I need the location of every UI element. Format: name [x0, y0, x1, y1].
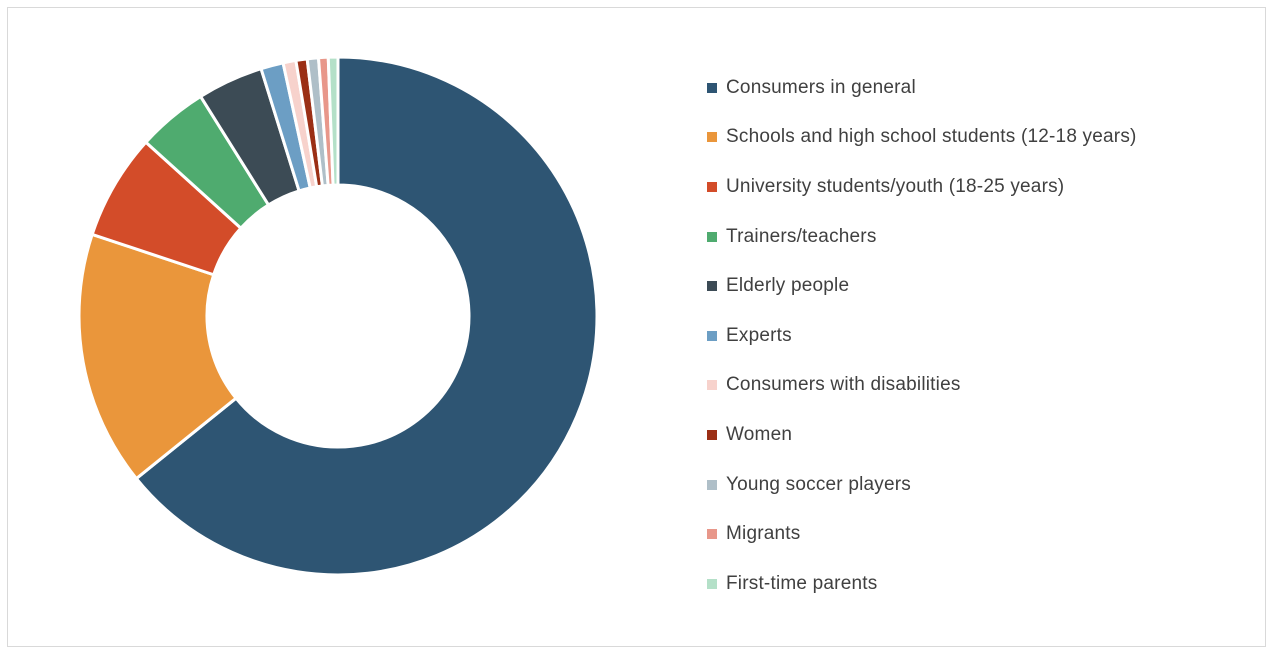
legend-label: Women [726, 423, 793, 445]
legend-swatch [707, 479, 717, 490]
legend-swatch [707, 181, 717, 192]
legend-item: Experts [707, 311, 1137, 361]
legend-swatch [707, 231, 717, 242]
legend-swatch [707, 330, 717, 341]
legend-item: University students/youth (18-25 years) [707, 162, 1137, 212]
legend-item: Women [707, 410, 1137, 460]
legend-item: Migrants [707, 509, 1137, 559]
legend-label: University students/youth (18-25 years) [726, 175, 1065, 197]
legend-swatch [707, 429, 717, 440]
legend-item: Schools and high school students (12-18 … [707, 113, 1137, 163]
legend-swatch [707, 578, 717, 589]
slice-schools-and-high-school-students-12-18-years [77, 232, 239, 481]
slice-first-time-parents [326, 55, 340, 187]
legend-label: Migrants [726, 523, 801, 545]
legend-swatch [707, 380, 717, 391]
legend-label: Consumers in general [726, 76, 916, 98]
legend-label: Young soccer players [726, 473, 911, 495]
legend-label: Trainers/teachers [726, 225, 877, 247]
legend-label: Consumers with disabilities [726, 374, 961, 396]
legend-item: Trainers/teachers [707, 212, 1137, 262]
chart-area: Consumers in general Schools and high sch… [7, 7, 1266, 647]
legend-swatch [707, 529, 717, 540]
legend-label: Elderly people [726, 275, 850, 297]
legend-item: Young soccer players [707, 460, 1137, 510]
legend-label: First-time parents [726, 572, 878, 594]
legend-item: Consumers with disabilities [707, 361, 1137, 411]
legend-label: Experts [726, 324, 792, 346]
legend-item: First-time parents [707, 559, 1137, 609]
legend-label: Schools and high school students (12-18 … [726, 126, 1137, 148]
legend-item: Consumers in general [707, 63, 1137, 113]
legend-item: Elderly people [707, 261, 1137, 311]
legend-swatch [707, 281, 717, 292]
chart-legend: Consumers in general Schools and high sch… [707, 63, 1137, 609]
doughnut-chart [77, 55, 599, 577]
slice-consumers-in-general [134, 55, 599, 577]
legend-swatch [707, 132, 717, 143]
legend-swatch [707, 82, 717, 93]
